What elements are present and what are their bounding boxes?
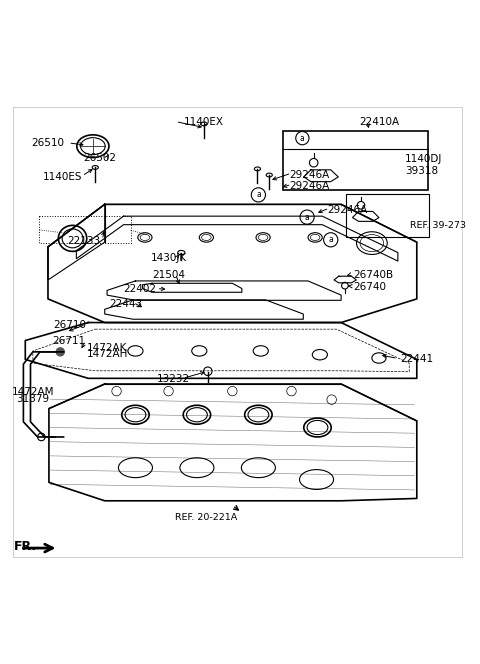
- Text: 13232: 13232: [156, 374, 190, 384]
- Text: 1472AK: 1472AK: [87, 343, 127, 353]
- Bar: [346, 194, 429, 238]
- Text: 29246A: 29246A: [289, 181, 329, 191]
- Text: 1140EX: 1140EX: [184, 117, 224, 127]
- Text: 39318: 39318: [405, 166, 438, 176]
- Text: 29246A: 29246A: [289, 169, 329, 179]
- Text: 26740B: 26740B: [353, 270, 393, 280]
- Text: 29246A: 29246A: [327, 205, 367, 215]
- Text: a: a: [300, 133, 305, 143]
- Text: 26502: 26502: [84, 153, 117, 163]
- Text: 26510: 26510: [32, 138, 64, 148]
- Text: 31379: 31379: [16, 394, 49, 404]
- Text: 22402: 22402: [124, 284, 156, 294]
- Text: 22443: 22443: [109, 299, 143, 309]
- Text: 1472AH: 1472AH: [86, 349, 128, 359]
- Text: 26740: 26740: [353, 282, 386, 292]
- Text: a: a: [328, 235, 333, 244]
- Text: a: a: [256, 191, 261, 199]
- Text: 1140DJ: 1140DJ: [405, 155, 443, 165]
- Text: 1472AM: 1472AM: [12, 387, 54, 397]
- Text: 1430JK: 1430JK: [151, 253, 187, 263]
- Text: 22441: 22441: [400, 355, 433, 365]
- Text: 1140ES: 1140ES: [42, 172, 82, 182]
- Text: a: a: [305, 212, 310, 222]
- Text: 26710: 26710: [53, 321, 86, 331]
- Circle shape: [56, 347, 65, 357]
- Bar: [284, 131, 428, 190]
- Text: 22133: 22133: [67, 236, 100, 246]
- Text: 21504: 21504: [152, 270, 185, 280]
- Text: 26711: 26711: [53, 337, 86, 347]
- Text: FR.: FR.: [14, 540, 37, 552]
- Text: 22410A: 22410A: [359, 117, 399, 127]
- Text: REF. 20-221A: REF. 20-221A: [175, 513, 238, 522]
- Text: REF. 39-273: REF. 39-273: [410, 221, 466, 230]
